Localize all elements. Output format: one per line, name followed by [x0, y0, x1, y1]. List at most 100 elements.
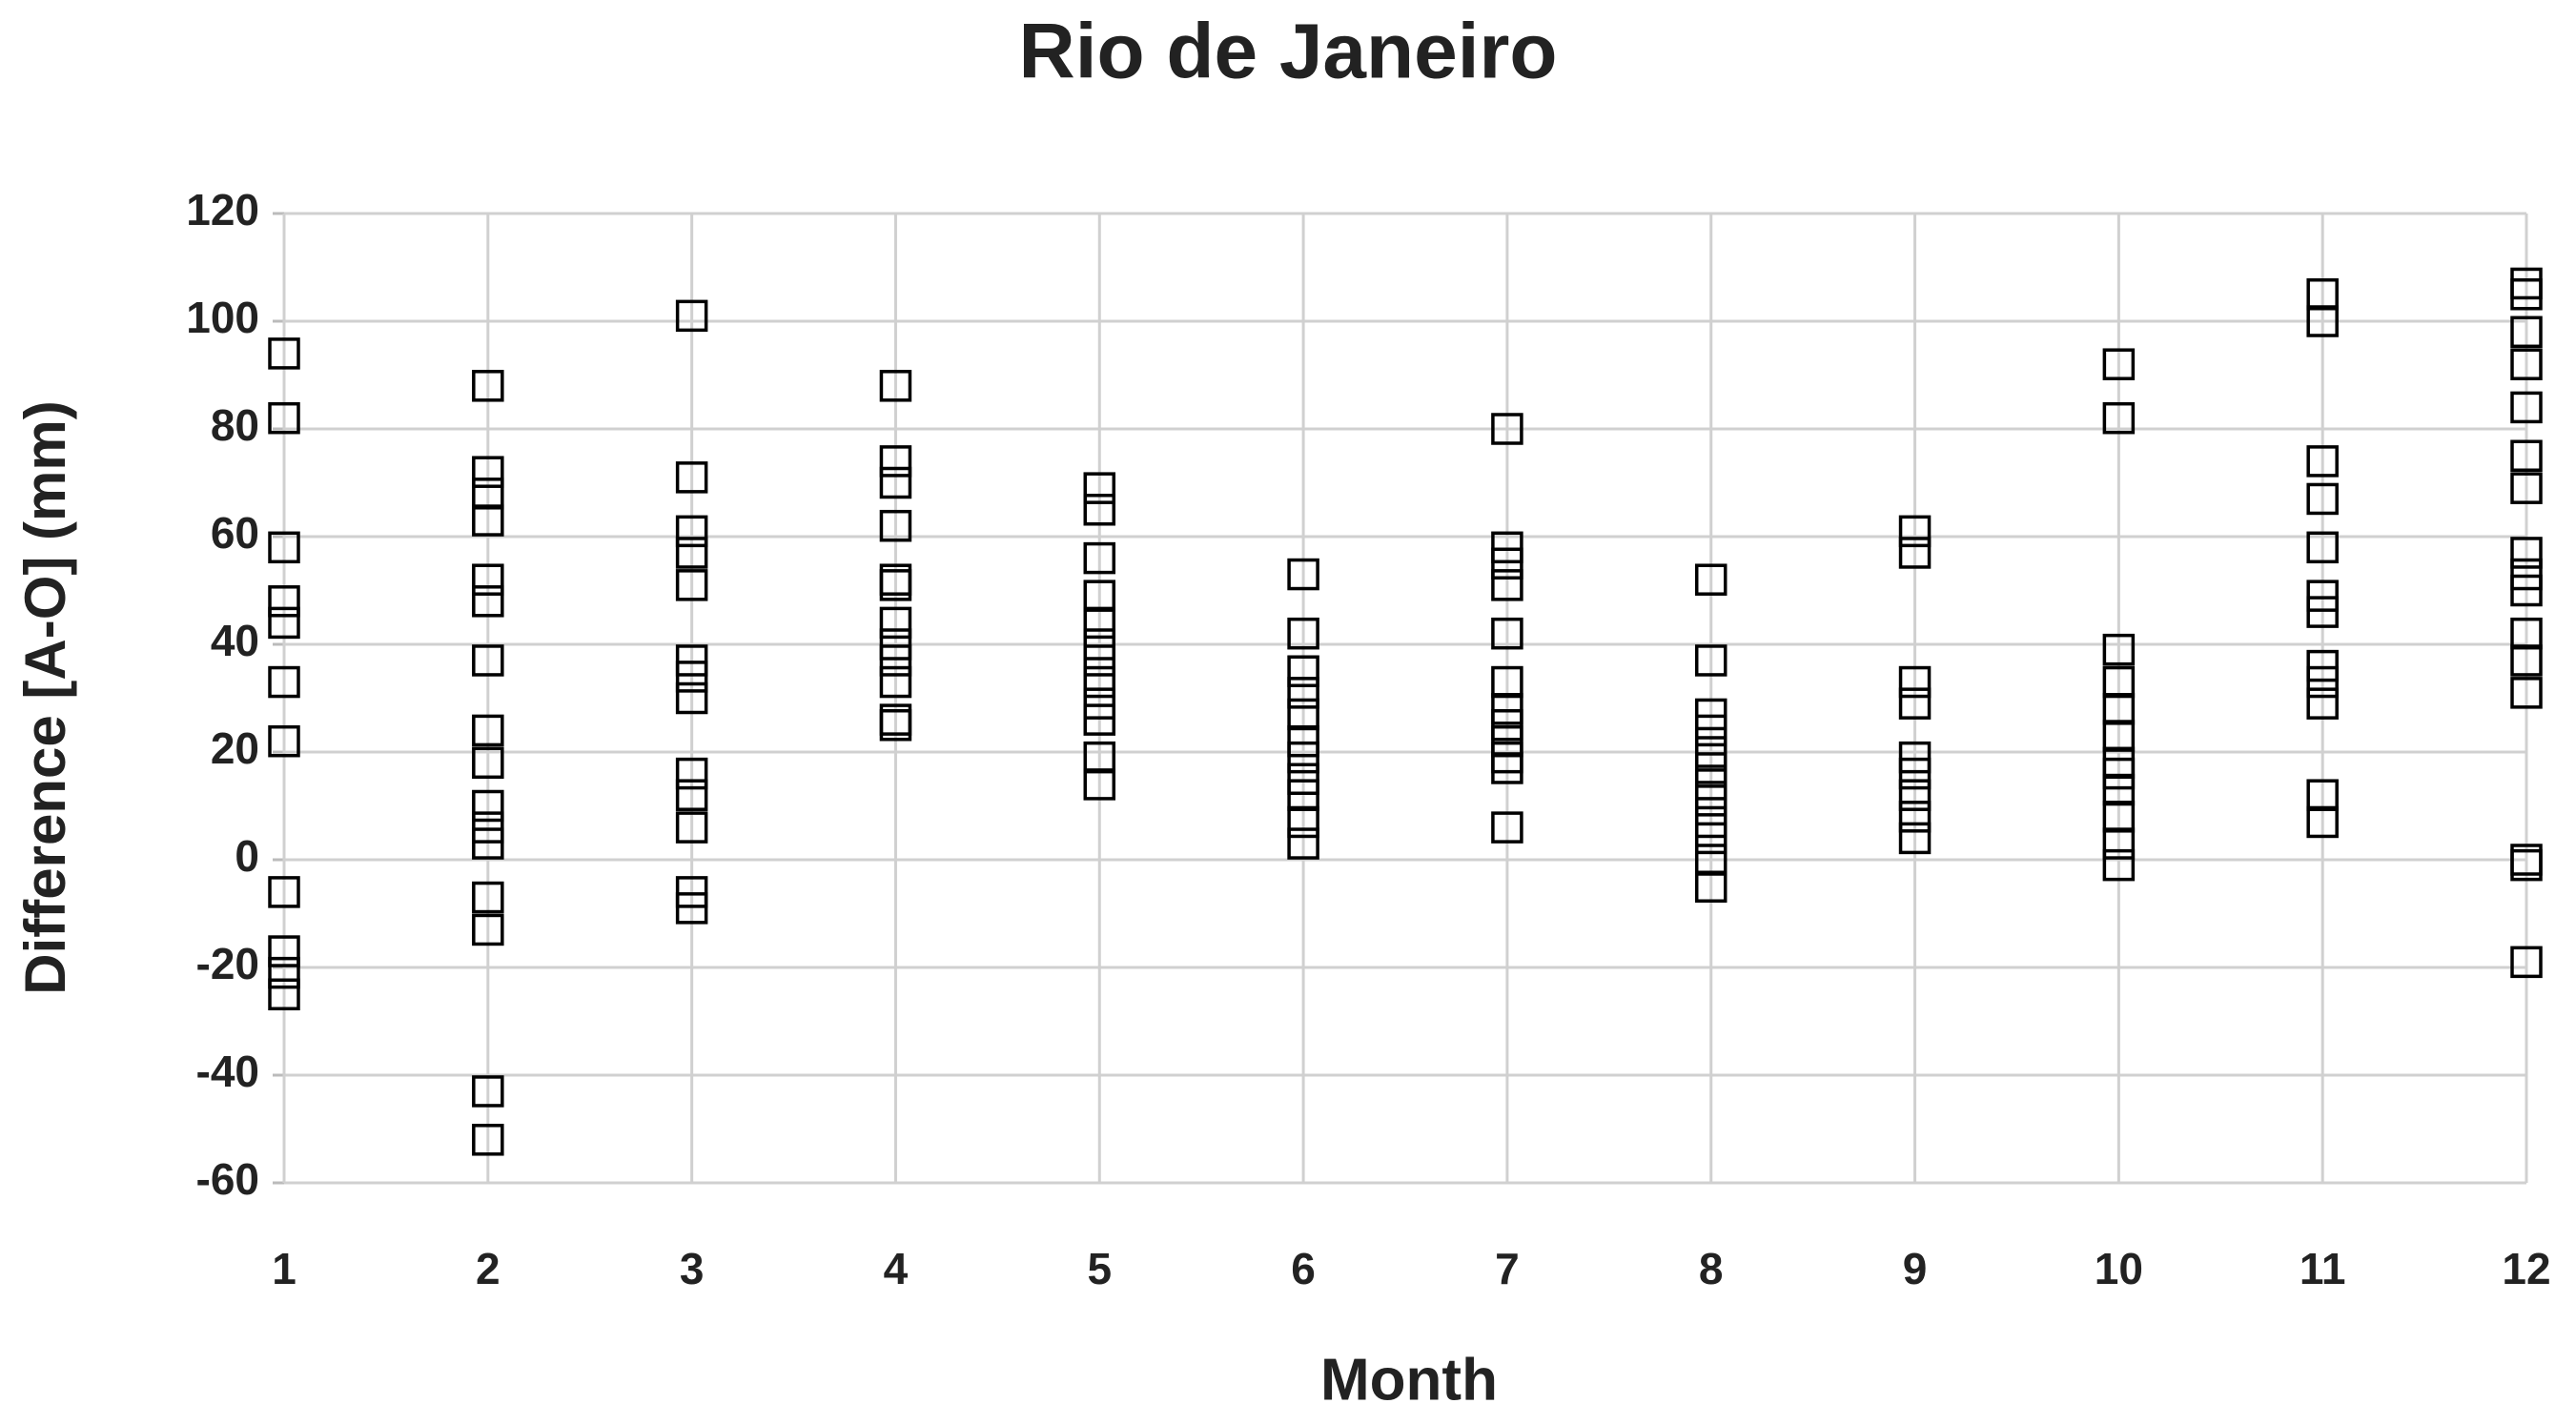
marker: [472, 881, 504, 914]
x-tick-label: 5: [1087, 1244, 1112, 1293]
x-tick-label: 9: [1903, 1244, 1928, 1293]
marker: [1287, 741, 1319, 774]
marker: [472, 585, 504, 618]
marker: [472, 644, 504, 677]
marker: [675, 515, 708, 548]
marker: [1694, 870, 1728, 903]
marker: [2510, 848, 2543, 882]
x-tick-label: 10: [2095, 1244, 2143, 1293]
marker: [2306, 805, 2339, 839]
marker: [1491, 811, 1523, 844]
marker: [2102, 348, 2136, 380]
y-tick-label: 100: [186, 293, 259, 342]
marker: [2306, 445, 2339, 478]
marker: [268, 665, 300, 699]
marker: [1694, 644, 1728, 677]
marker: [1083, 541, 1116, 575]
marker: [268, 401, 300, 435]
marker: [1898, 741, 1932, 774]
marker: [675, 811, 708, 844]
marker: [675, 461, 708, 494]
marker: [1491, 569, 1523, 601]
marker: [1694, 805, 1728, 839]
marker: [879, 665, 912, 699]
marker: [1287, 677, 1319, 709]
marker: [472, 456, 504, 488]
marker: [268, 531, 300, 564]
marker: [1898, 779, 1932, 811]
marker: [1287, 724, 1319, 758]
marker: [2510, 348, 2543, 380]
marker: [2102, 757, 2136, 790]
marker: [675, 681, 708, 715]
marker: [472, 913, 504, 946]
marker: [1491, 693, 1523, 725]
marker: [675, 892, 708, 925]
marker: [1491, 752, 1523, 784]
y-tick-label: 40: [211, 616, 259, 665]
y-tick-label: 60: [211, 508, 259, 558]
marker: [1898, 687, 1932, 720]
marker: [2306, 580, 2339, 612]
x-tick-label: 4: [884, 1244, 909, 1293]
marker: [1083, 665, 1116, 699]
marker: [268, 724, 300, 758]
chart-title: Rio de Janeiro: [1018, 9, 1557, 95]
marker: [1694, 752, 1728, 784]
marker: [2102, 827, 2136, 860]
marker: [1694, 768, 1728, 801]
marker: [1083, 644, 1116, 677]
marker: [675, 299, 708, 333]
marker: [879, 445, 912, 478]
x-tick-label: 7: [1495, 1244, 1520, 1293]
marker: [268, 606, 300, 640]
marker: [1083, 628, 1116, 661]
x-tick-label: 1: [272, 1244, 296, 1293]
marker: [472, 1075, 504, 1108]
marker: [1287, 558, 1319, 591]
marker: [1083, 494, 1116, 526]
marker: [879, 509, 912, 542]
marker: [1083, 768, 1116, 801]
marker: [2306, 305, 2339, 337]
marker: [472, 1124, 504, 1156]
marker: [1083, 472, 1116, 504]
marker: [268, 876, 300, 908]
marker: [1898, 757, 1932, 790]
marker: [1491, 617, 1523, 650]
marker: [1491, 413, 1523, 445]
marker: [2510, 677, 2543, 709]
marker: [472, 746, 504, 780]
marker: [675, 644, 708, 677]
y-tick-label: 0: [235, 831, 259, 881]
marker: [268, 956, 300, 989]
marker: [1491, 709, 1523, 742]
marker: [1287, 763, 1319, 795]
marker: [879, 606, 912, 640]
marker: [1898, 665, 1932, 699]
marker: [879, 628, 912, 661]
marker: [1083, 703, 1116, 736]
marker: [2306, 665, 2339, 699]
marker: [1898, 822, 1932, 855]
marker: [1898, 801, 1932, 833]
marker: [1491, 547, 1523, 580]
x-tick-label: 11: [2300, 1244, 2346, 1293]
marker: [2510, 278, 2543, 311]
marker: [472, 827, 504, 860]
marker: [2510, 644, 2543, 677]
marker: [1083, 687, 1116, 720]
marker: [1287, 827, 1319, 860]
marker: [2510, 946, 2543, 979]
marker: [675, 537, 708, 569]
marker: [2510, 574, 2543, 607]
marker: [2510, 537, 2543, 569]
marker: [1694, 784, 1728, 817]
y-tick-label: -40: [196, 1047, 259, 1096]
marker: [2306, 531, 2339, 564]
y-tick-label: 80: [211, 400, 259, 450]
marker: [472, 504, 504, 537]
marker: [2510, 391, 2543, 424]
